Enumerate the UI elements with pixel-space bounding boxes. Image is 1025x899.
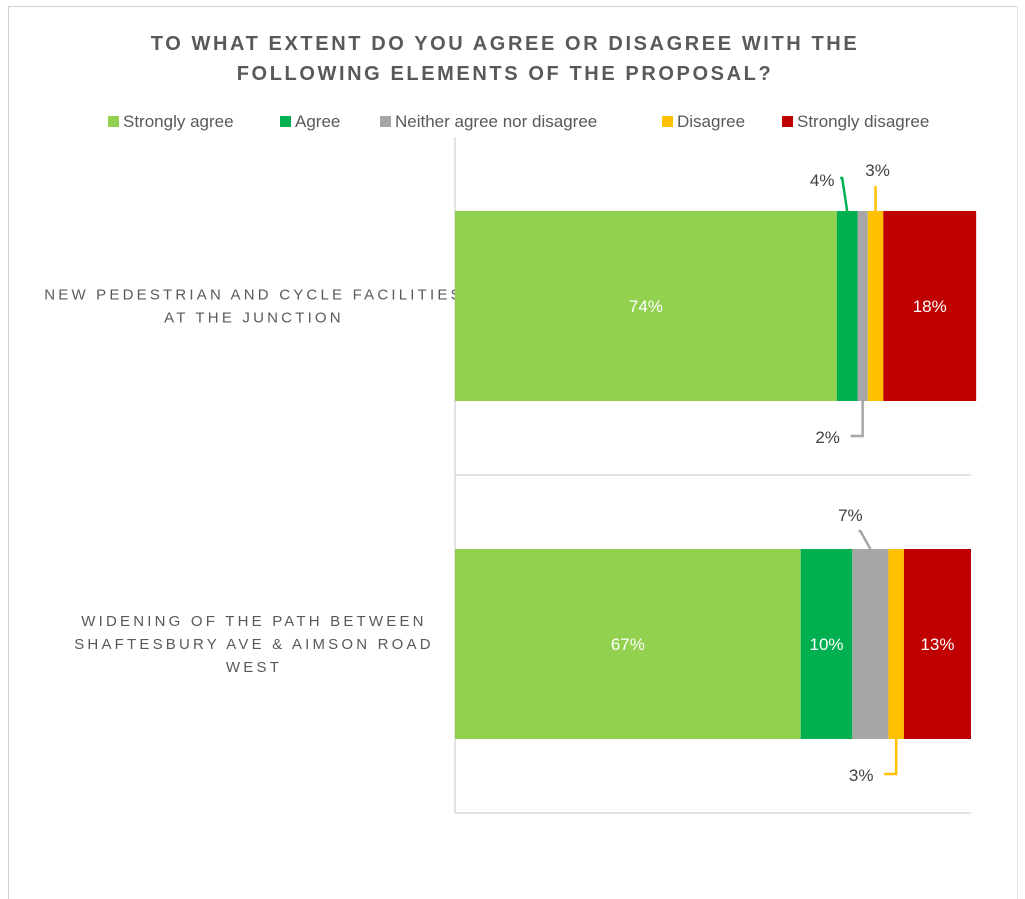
legend-swatch (380, 116, 391, 127)
category-labels: NEW PEDESTRIAN AND CYCLE FACILITIES AT TH… (44, 287, 464, 677)
category-label: AT THE JUNCTION (164, 310, 344, 327)
legend-swatch (662, 116, 673, 127)
data-label: 13% (920, 635, 954, 654)
category-label: WIDENING OF THE PATH BETWEEN (81, 613, 426, 630)
legend-label: Neither agree nor disagree (395, 112, 597, 131)
data-label: 2% (815, 428, 840, 447)
legend-swatch (782, 116, 793, 127)
bar-segment (455, 211, 837, 401)
data-label: 74% (629, 297, 663, 316)
legend-label: Agree (295, 112, 340, 131)
bar-segment (800, 549, 853, 739)
data-label: 7% (838, 506, 863, 525)
legend-label: Strongly agree (123, 112, 234, 131)
data-label: 3% (865, 161, 890, 180)
bar-segment (903, 549, 971, 739)
leader-line (884, 739, 898, 776)
legend-label: Disagree (677, 112, 745, 131)
bar-segment (836, 211, 858, 401)
category-label: NEW PEDESTRIAN AND CYCLE FACILITIES (44, 287, 464, 304)
bar-segment (857, 211, 868, 401)
bars (455, 211, 977, 739)
leader-line (840, 176, 849, 212)
legend-swatch (108, 116, 119, 127)
data-label: 67% (611, 635, 645, 654)
chart-frame (8, 6, 1018, 899)
chart-title-line: TO WHAT EXTENT DO YOU AGREE OR DISAGREE … (151, 33, 860, 55)
leader-line (850, 401, 864, 438)
data-label: 10% (810, 635, 844, 654)
chart-title-line: FOLLOWING ELEMENTS OF THE PROPOSAL? (237, 63, 774, 85)
legend-swatch (280, 116, 291, 127)
category-label: WEST (226, 659, 282, 676)
data-label: 3% (849, 766, 874, 785)
data-label: 18% (913, 297, 947, 316)
bar-segment (883, 211, 977, 401)
data-labels: 74% 4% 2% 3% 18% 67% 10% 7% 3% 13% (611, 161, 955, 785)
category-label: SHAFTESBURY AVE & AIMSON ROAD (74, 636, 434, 653)
leader-line (858, 529, 872, 550)
chart-legend: Strongly agree Agree Neither agree nor dis… (108, 112, 929, 131)
bar-segment (888, 549, 904, 739)
legend-label: Strongly disagree (797, 112, 929, 131)
chart-title: TO WHAT EXTENT DO YOU AGREE OR DISAGREE … (151, 33, 860, 85)
bar-segment (867, 211, 884, 401)
bar-segment (455, 549, 801, 739)
data-label: 4% (810, 171, 835, 190)
bar-segment (852, 549, 889, 739)
